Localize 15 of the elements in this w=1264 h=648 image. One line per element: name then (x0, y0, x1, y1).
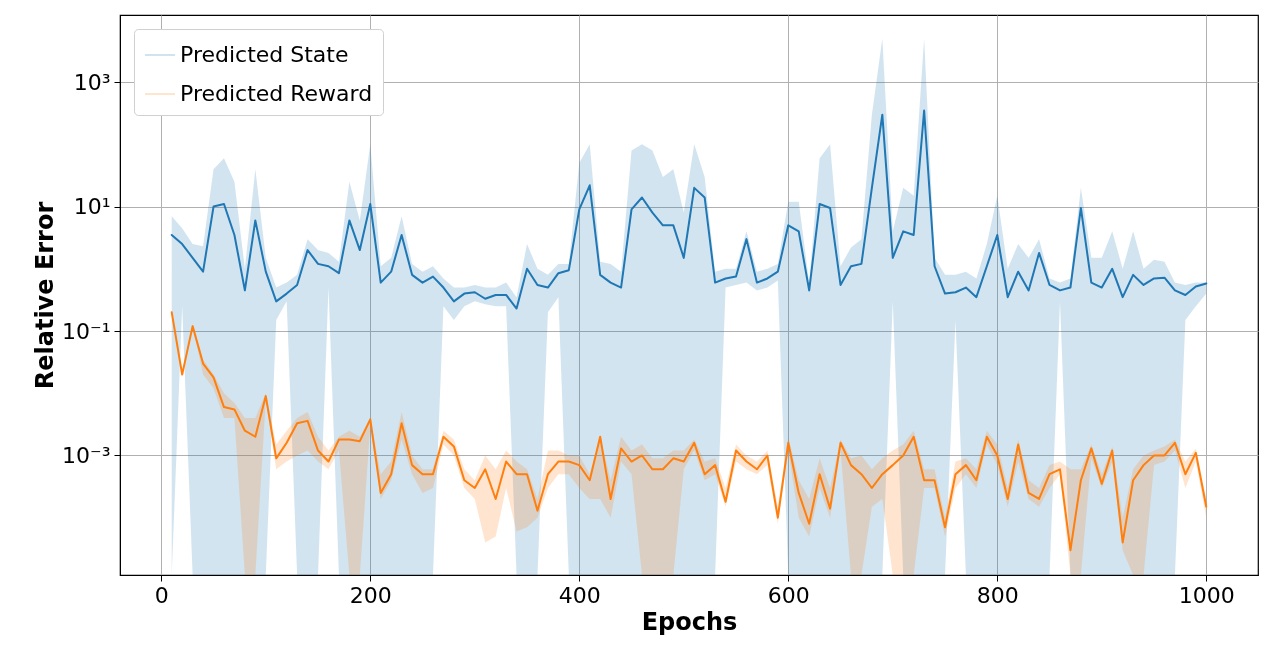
y-tick-label: 10¹ (73, 194, 111, 220)
x-tick-label: 1000 (1178, 582, 1235, 608)
y-tick-label: 10⁻¹ (62, 318, 111, 344)
x-tick-label: 600 (767, 582, 810, 608)
legend-label: Predicted Reward (180, 81, 373, 106)
y-tick-label: 10³ (73, 69, 111, 95)
x-tick-label: 800 (976, 582, 1019, 608)
x-tick-label: 0 (154, 582, 169, 608)
legend-label: Predicted State (180, 42, 349, 67)
x-tick-label: 200 (349, 582, 392, 608)
line-series (170, 109, 1208, 310)
x-axis-title: Epochs (641, 607, 738, 636)
y-axis-title: Relative Error (31, 201, 60, 390)
y-tick-label: 10⁻³ (62, 442, 111, 468)
x-tick-label: 400 (558, 582, 601, 608)
